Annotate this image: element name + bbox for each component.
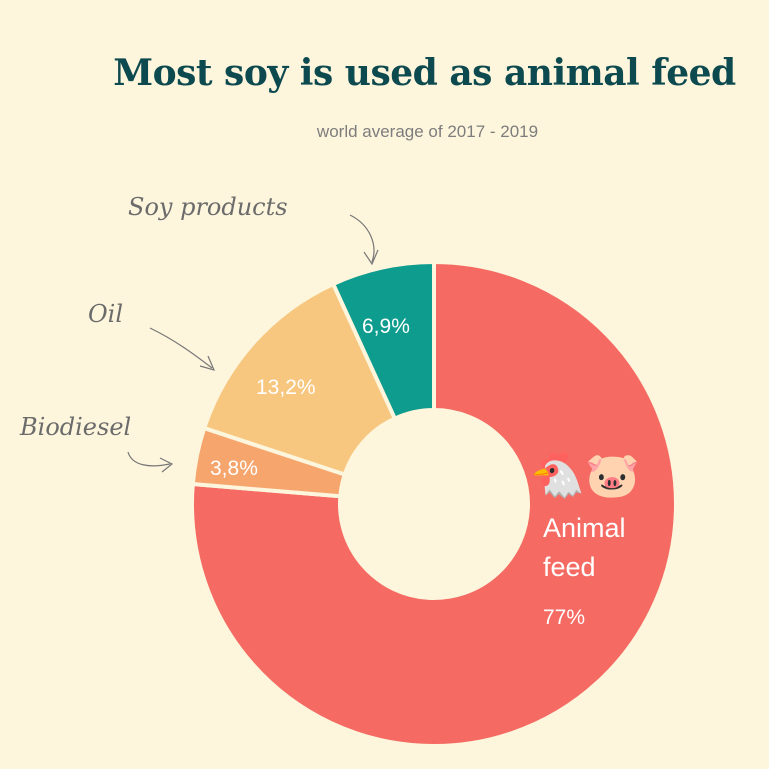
chart-title: Most soy is used as animal feed [113,52,736,94]
arrow-biodiesel [127,451,174,473]
value-label-oil: 13,2% [256,376,316,399]
category-label-animal-feed-line1: Animal [543,513,626,543]
annotation-oil: Oil [88,300,123,328]
slice-animal-feed [190,259,678,748]
annotation-biodiesel: Biodiesel [19,413,131,441]
slice-soy-products [330,259,436,422]
arrow-oil [149,327,216,371]
value-label-animal-feed: 77% [543,606,585,629]
annotation-soy-products: Soy products [128,193,288,221]
chicken-icon: 🐔 [530,451,585,500]
value-label-biodiesel: 3,8% [210,457,258,480]
category-label-animal-feed-line2: feed [543,552,596,582]
chart-subtitle: world average of 2017 - 2019 [316,122,539,141]
pig-icon: 🐷 [585,451,640,500]
slice-oil [201,281,398,478]
value-label-soy-products: 6,9% [362,315,410,338]
arrow-soy-products [349,214,379,266]
